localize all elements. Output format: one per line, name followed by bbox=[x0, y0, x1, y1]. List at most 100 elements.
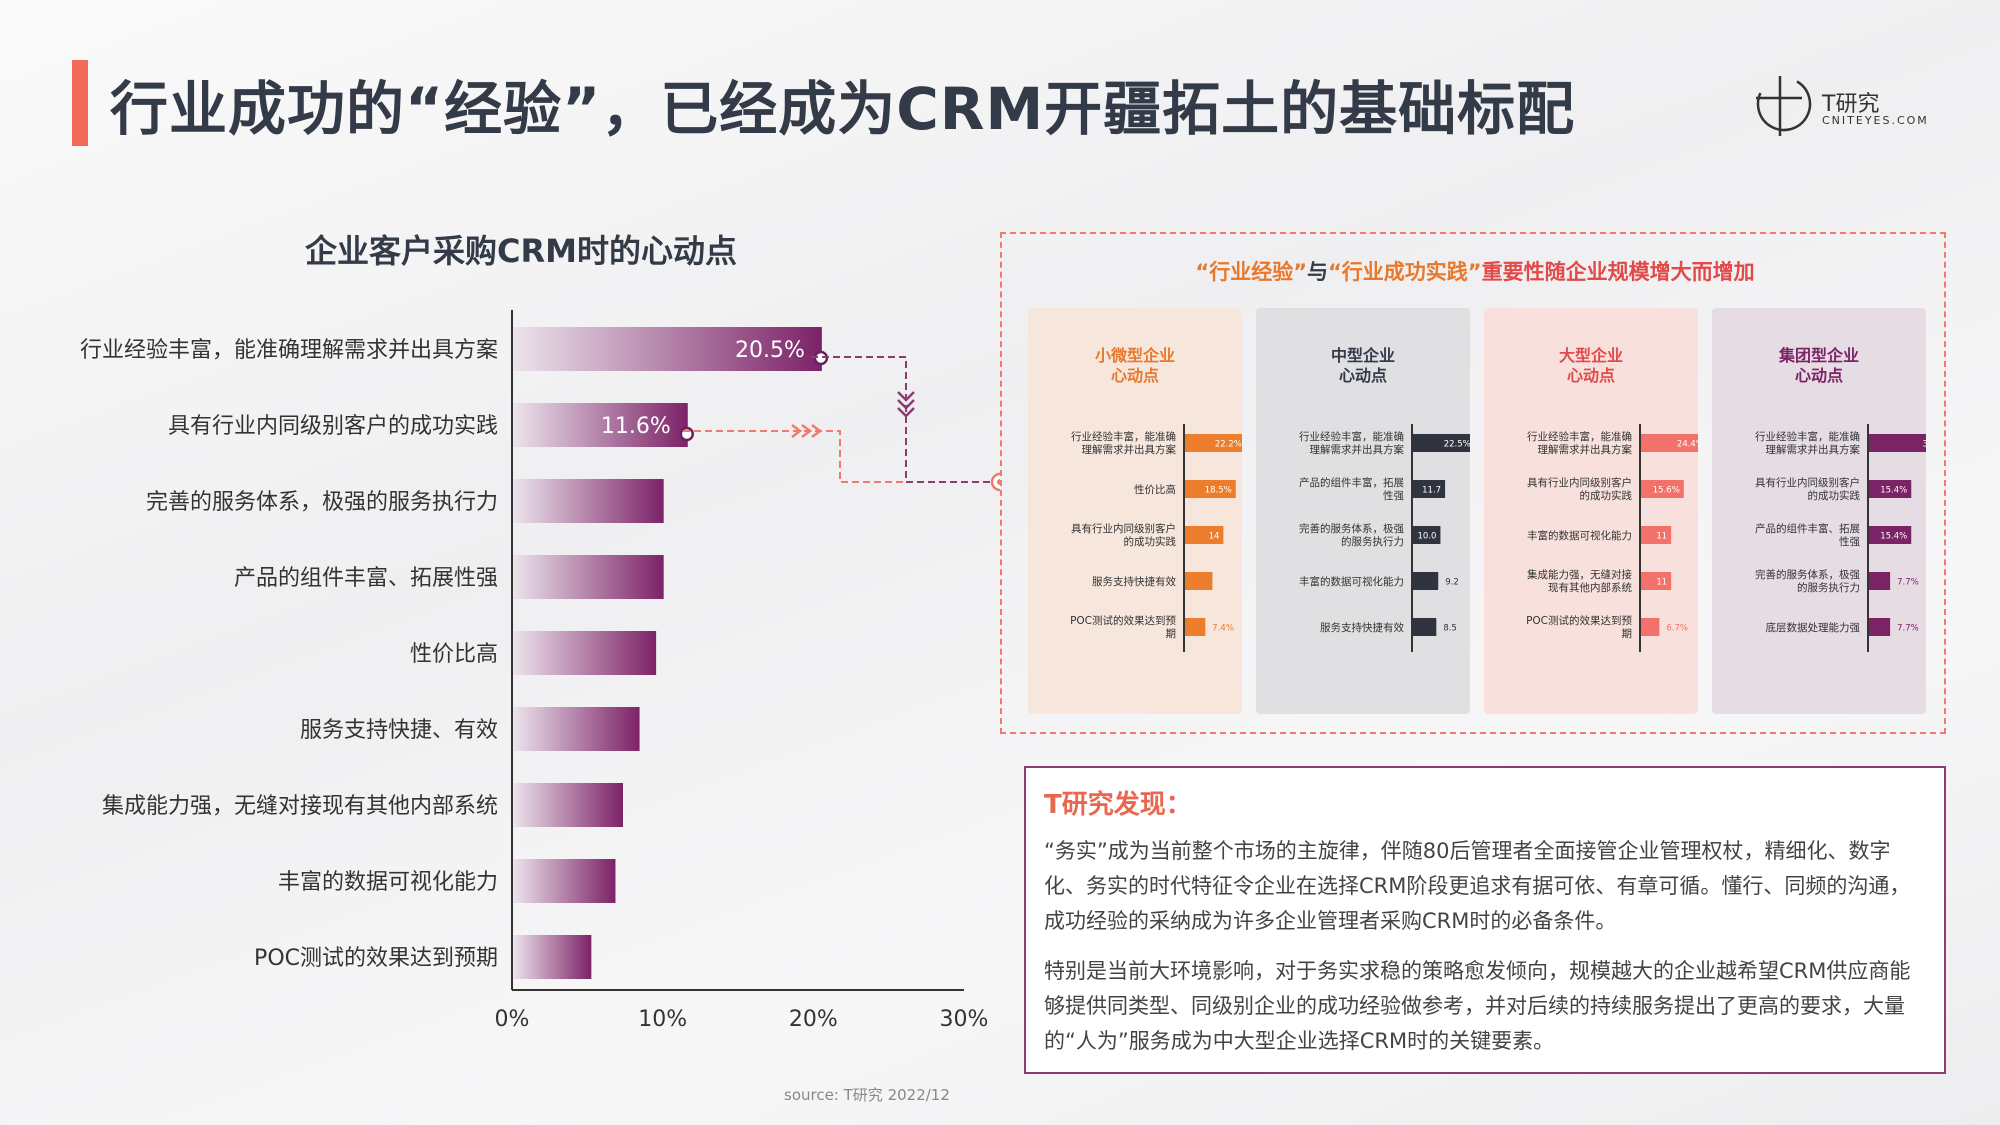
bar bbox=[513, 327, 822, 371]
bar bbox=[1869, 618, 1891, 636]
bar bbox=[513, 783, 623, 827]
bar bbox=[1413, 618, 1437, 636]
category-label: 服务支持快捷有效 bbox=[1092, 575, 1176, 588]
bar bbox=[1869, 572, 1891, 590]
panel-title: “行业经验”与“行业成功实践”重要性随企业规模增大而增加 bbox=[1195, 260, 1755, 284]
bar bbox=[1641, 526, 1672, 544]
data-label: 15.6% bbox=[1653, 486, 1680, 496]
title-accent-bar bbox=[72, 60, 88, 146]
group-enterprise-chart: 行业经验丰富，能准确理解需求并出具方案 30.8% 具有行业内同级别客户的成功实践 1… bbox=[1755, 424, 1926, 652]
data-label: 15.4% bbox=[1880, 486, 1907, 496]
category-label: 完善的服务体系，极强的服务执行力 bbox=[1755, 568, 1860, 594]
data-label: 11 bbox=[1656, 578, 1667, 588]
category-label: POC测试的效果达到预期 bbox=[1526, 614, 1632, 640]
data-label: 14 bbox=[1209, 532, 1220, 542]
data-label: 9.2 bbox=[1445, 578, 1459, 588]
category-label: POC测试的效果达到预期 bbox=[1070, 614, 1176, 640]
data-label: 11.6% bbox=[601, 414, 671, 439]
findings-box: T研究发现： “务实”成为当前整个市场的主旋律，伴随80后管理者全面接管企业管理… bbox=[1024, 766, 1946, 1074]
category-label: 行业经验丰富，能准确理解需求并出具方案 bbox=[1071, 430, 1176, 456]
large-enterprise-chart: 行业经验丰富，能准确理解需求并出具方案 24.4% 具有行业内同级别客户的成功实践 1… bbox=[1526, 424, 1698, 652]
data-label: 11 bbox=[1656, 532, 1667, 542]
logo-name: T研究 bbox=[1822, 92, 1880, 117]
data-label: 15.4% bbox=[1880, 532, 1907, 542]
bar-end-dot bbox=[679, 426, 695, 442]
data-label: 7.4% bbox=[1212, 624, 1234, 634]
findings-paragraph-2: 特别是当前大环境影响，对于务实求稳的策略愈发倾向，规模越大的企业越希望CRM供应… bbox=[1044, 959, 1911, 1053]
bar bbox=[1641, 480, 1684, 498]
bar bbox=[1641, 572, 1672, 590]
bar bbox=[1185, 526, 1224, 544]
bar bbox=[1641, 434, 1698, 452]
category-label: 具有行业内同级别客户的成功实践 bbox=[1527, 476, 1632, 502]
category-label: 完善的服务体系，极强的服务执行力 bbox=[1299, 522, 1404, 548]
connector-end-dot bbox=[990, 472, 1000, 492]
category-label: 产品的组件丰富、拓展性强 bbox=[1755, 522, 1861, 548]
category-label: 具有行业内同级别客户的成功实践 bbox=[168, 414, 498, 439]
logo-icon bbox=[1756, 76, 1812, 136]
data-label: 8.5 bbox=[1443, 624, 1457, 634]
data-label: 10.0 bbox=[1417, 532, 1436, 542]
card-small-enterprise: 小微型企业 心动点 行业经验丰富，能准确理解需求并出具方案 22.2% 性价比高 18.… bbox=[1028, 308, 1242, 714]
bar bbox=[1641, 618, 1660, 636]
data-label: 22.5% bbox=[1444, 440, 1470, 450]
x-tick-label: 0% bbox=[495, 1007, 530, 1032]
main-bar-chart: 行业经验丰富，能准确理解需求并出具方案 20.5% 具有行业内同级别客户的成功实践 1… bbox=[80, 310, 1000, 1032]
category-label: 底层数据处理能力强 bbox=[1766, 621, 1861, 634]
data-label: 20.5% bbox=[735, 338, 805, 363]
category-label: 完善的服务体系，极强的服务执行力 bbox=[146, 490, 498, 515]
bar bbox=[1413, 572, 1439, 590]
bar bbox=[513, 707, 640, 751]
category-label: 产品的组件丰富，拓展性强 bbox=[1299, 476, 1405, 502]
data-label: 11.7 bbox=[1422, 486, 1441, 496]
card-title: 大型企业 心动点 bbox=[1558, 346, 1623, 385]
bar bbox=[513, 403, 688, 447]
category-label: 性价比高 bbox=[410, 642, 498, 667]
connector-lines bbox=[683, 356, 1000, 492]
category-label: 行业经验丰富，能准确理解需求并出具方案 bbox=[1527, 430, 1632, 456]
bar bbox=[1869, 526, 1912, 544]
segment-comparison-panel: “行业经验”与“行业成功实践”重要性随企业规模增大而增加 小微型企业 心动点 行业… bbox=[1000, 232, 1946, 734]
findings-title: T研究发现： bbox=[1044, 790, 1192, 820]
bar bbox=[1413, 434, 1470, 452]
category-label: 集成能力强，无缝对接现有其他内部系统 bbox=[1527, 568, 1632, 594]
bar bbox=[513, 859, 616, 903]
bar bbox=[1413, 526, 1441, 544]
category-label: 行业经验丰富，能准确理解需求并出具方案 bbox=[1299, 430, 1404, 456]
bar bbox=[1185, 434, 1242, 452]
x-tick-label: 30% bbox=[940, 1007, 989, 1032]
bar bbox=[513, 479, 664, 523]
data-label: 18.5% bbox=[1205, 486, 1232, 496]
bar bbox=[513, 631, 657, 675]
data-label: 7.7% bbox=[1897, 624, 1919, 634]
category-label: 服务支持快捷、有效 bbox=[300, 718, 498, 743]
category-label: 丰富的数据可视化能力 bbox=[1527, 529, 1632, 542]
card-medium-enterprise: 中型企业 心动点 行业经验丰富，能准确理解需求并出具方案 22.5% 产品的组件丰富，… bbox=[1256, 308, 1470, 714]
category-label: POC测试的效果达到预期 bbox=[254, 946, 498, 971]
data-label: 7.7% bbox=[1897, 578, 1919, 588]
x-tick-label: 10% bbox=[638, 1007, 687, 1032]
category-label: 产品的组件丰富、拓展性强 bbox=[234, 566, 498, 591]
logo-subtitle: CNITEYES.COM bbox=[1822, 114, 1929, 127]
page-title: 行业成功的“经验”，已经成为CRM开疆拓土的基础标配 bbox=[110, 75, 1576, 143]
category-label: 具有行业内同级别客户的成功实践 bbox=[1755, 476, 1860, 502]
category-label: 服务支持快捷有效 bbox=[1320, 621, 1404, 634]
data-label: 6.7% bbox=[1666, 624, 1688, 634]
chevron-right-icon bbox=[791, 424, 823, 438]
data-label: 22.2% bbox=[1215, 440, 1242, 450]
bar bbox=[1185, 618, 1206, 636]
category-label: 性价比高 bbox=[1134, 483, 1176, 496]
bar bbox=[513, 555, 664, 599]
category-label: 具有行业内同级别客户的成功实践 bbox=[1071, 522, 1176, 548]
source-note: source: T研究 2022/12 bbox=[784, 1086, 950, 1104]
category-label: 行业经验丰富，能准确理解需求并出具方案 bbox=[80, 338, 498, 363]
small-enterprise-chart: 行业经验丰富，能准确理解需求并出具方案 22.2% 性价比高 18.5% 具有行业内同级… bbox=[1070, 424, 1242, 652]
chart-title: 企业客户采购CRM时的心动点 bbox=[305, 232, 737, 270]
category-label: 集成能力强，无缝对接现有其他内部系统 bbox=[102, 794, 498, 819]
bar bbox=[1185, 480, 1236, 498]
category-label: 丰富的数据可视化能力 bbox=[1299, 575, 1404, 588]
bar bbox=[513, 935, 592, 979]
bar bbox=[1869, 480, 1912, 498]
